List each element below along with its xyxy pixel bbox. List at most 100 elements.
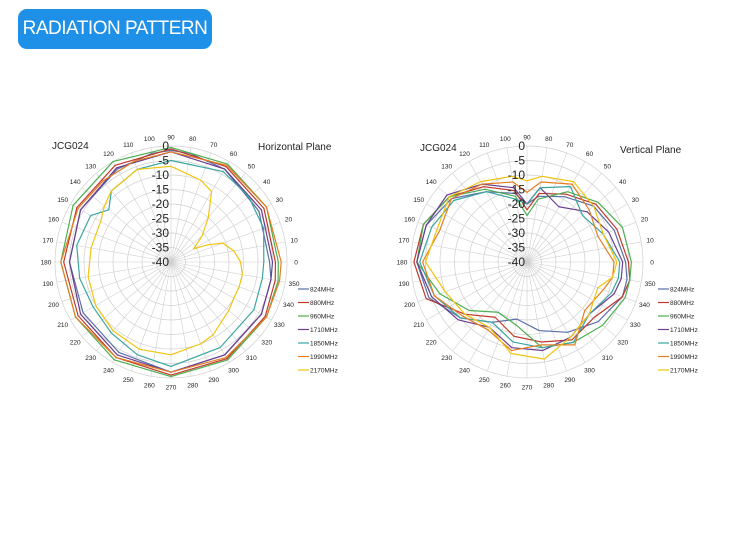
grid-spoke [112, 261, 172, 363]
angle-tick-label: 330 [630, 322, 641, 329]
angle-tick-label: 340 [283, 302, 294, 309]
radial-tick-label: -10 [152, 168, 170, 182]
series-line-2170MHz [87, 165, 243, 356]
grid-spoke [526, 147, 548, 263]
grid-spoke [426, 261, 528, 321]
angle-tick-label: 40 [619, 179, 627, 186]
angle-tick-label: 300 [584, 368, 595, 375]
angle-tick-label: 200 [48, 302, 59, 309]
grid-spoke [131, 261, 172, 372]
legend-label: 1990MHz [670, 354, 698, 361]
grid-spoke [526, 261, 617, 337]
grid-spoke [412, 261, 528, 283]
grid-spoke [170, 261, 246, 352]
angle-tick-label: 310 [602, 355, 613, 362]
grid-spoke [170, 261, 281, 302]
angle-tick-label: 200 [404, 302, 415, 309]
grid-spoke [56, 261, 172, 283]
angle-tick-label: 190 [398, 281, 409, 288]
angle-tick-label: 220 [426, 340, 437, 347]
grid-spoke [81, 187, 172, 263]
angle-tick-label: 250 [479, 377, 490, 384]
polar-chart-1: 0 10 20 30 40 50 60 70 80 90 100 110 120 130 140 150 160… [41, 134, 338, 391]
angle-tick-label: 0 [650, 259, 654, 266]
grid-spoke [131, 152, 172, 263]
grid-spoke [112, 161, 172, 263]
legend-label: 1710MHz [670, 327, 698, 334]
grid-spoke [526, 161, 586, 263]
legend-label: 824MHz [310, 286, 334, 293]
series-line-880MHz [63, 148, 276, 376]
legend-label: 880MHz [310, 300, 334, 307]
angle-tick-label: 320 [617, 340, 628, 347]
grid-spoke [526, 261, 548, 377]
angle-tick-label: 160 [48, 217, 59, 224]
grid-spoke [468, 161, 528, 263]
angle-tick-label: 30 [276, 197, 284, 204]
legend-label: 960MHz [670, 313, 694, 320]
grid-spoke [487, 261, 528, 372]
angle-tick-label: 280 [187, 382, 198, 389]
legend-label: 880MHz [670, 300, 694, 307]
angle-tick-label: 210 [57, 322, 68, 329]
radial-tick-label: -5 [158, 154, 169, 168]
angle-tick-label: 110 [479, 142, 490, 149]
chart-title: Vertical Plane [620, 145, 682, 156]
angle-tick-label: 290 [208, 377, 219, 384]
grid-spoke [56, 241, 172, 263]
angle-tick-label: 10 [290, 238, 298, 245]
angle-tick-label: 230 [441, 355, 452, 362]
angle-tick-label: 100 [144, 136, 155, 143]
page-title-banner: RADIATION PATTERN [18, 9, 212, 49]
grid-spoke [526, 261, 586, 363]
grid-spoke [70, 203, 172, 263]
angle-tick-label: 260 [500, 382, 511, 389]
grid-spoke [526, 261, 602, 352]
radial-tick-label: -5 [514, 154, 525, 168]
angle-tick-label: 10 [646, 238, 654, 245]
chart-model-label: JCG024 [52, 141, 89, 152]
grid-spoke [70, 261, 172, 321]
radial-tick-label: -30 [152, 226, 170, 240]
angle-tick-label: 90 [523, 134, 531, 141]
angle-tick-label: 180 [41, 259, 52, 266]
angle-tick-label: 190 [42, 281, 53, 288]
radial-tick-label: -40 [508, 255, 526, 269]
series-line-1850MHz [76, 159, 265, 367]
radial-tick-label: 0 [162, 139, 169, 153]
angle-tick-label: 130 [85, 164, 96, 171]
grid-spoke [170, 147, 192, 263]
grid-spoke [96, 172, 172, 263]
legend-label: 2170MHz [310, 367, 338, 374]
grid-spoke [170, 261, 272, 321]
series-line-2170MHz [424, 175, 618, 360]
angle-tick-label: 280 [543, 382, 554, 389]
angle-tick-label: 40 [263, 179, 271, 186]
grid-spoke [526, 261, 642, 283]
radial-tick-label: -25 [508, 212, 526, 226]
grid-spoke [170, 261, 211, 372]
grid-spoke [81, 261, 172, 337]
grid-spoke [150, 147, 172, 263]
legend-label: 824MHz [670, 286, 694, 293]
radial-tick-label: 0 [518, 139, 525, 153]
angle-tick-label: 240 [103, 368, 114, 375]
chart-model-label: JCG024 [420, 143, 457, 154]
grid-spoke [437, 187, 528, 263]
grid-spoke [61, 261, 172, 302]
angle-tick-label: 110 [123, 142, 134, 149]
angle-tick-label: 80 [189, 136, 197, 143]
radial-tick-label: -25 [152, 212, 170, 226]
angle-tick-label: 140 [70, 179, 81, 186]
angle-tick-label: 90 [167, 134, 175, 141]
grid-spoke [526, 261, 637, 302]
polar-chart-2: 0 10 20 30 40 50 60 70 80 90 100 110 120 130 140 150 160… [397, 134, 698, 391]
grid-spoke [526, 187, 617, 263]
grid-spoke [170, 203, 272, 263]
grid-spoke [170, 261, 192, 377]
grid-spoke [526, 261, 628, 321]
angle-tick-label: 170 [398, 238, 409, 245]
angle-tick-label: 250 [123, 377, 134, 384]
radial-tick-label: -30 [508, 226, 526, 240]
